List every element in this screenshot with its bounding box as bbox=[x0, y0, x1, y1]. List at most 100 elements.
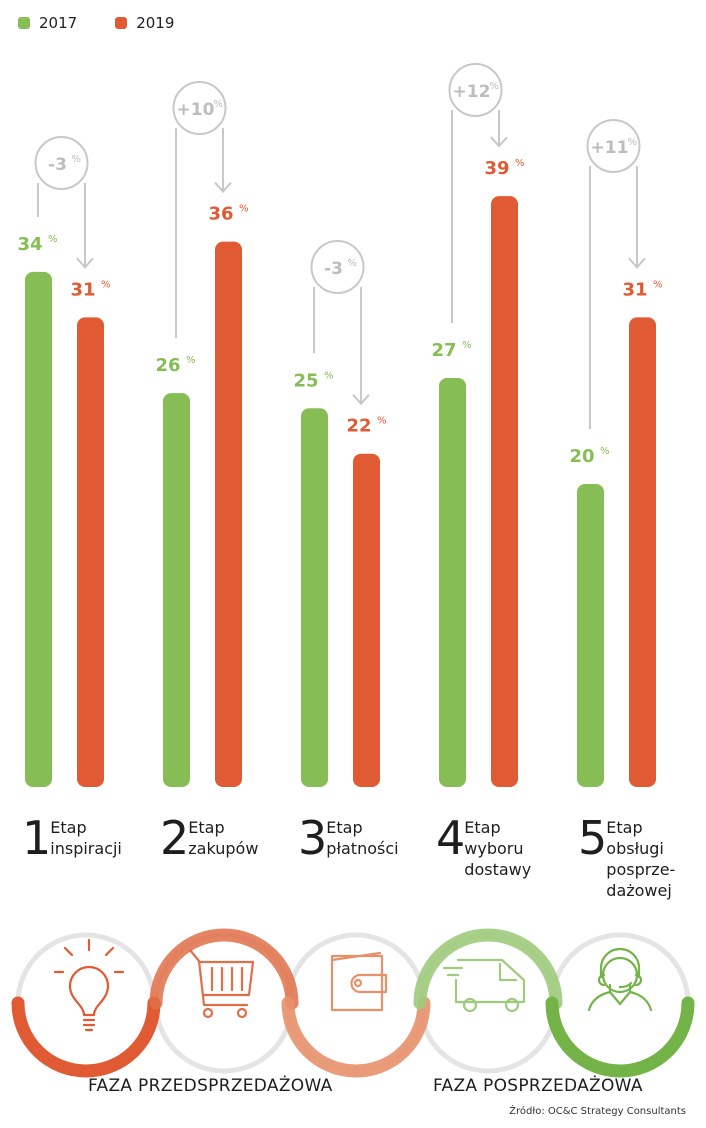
stage-text: Etap zakupów bbox=[188, 818, 259, 858]
percent-sign: % bbox=[48, 234, 58, 245]
phase-pre-sale-label: FAZA PRZEDSPRZEDAŻOWA bbox=[88, 1076, 333, 1096]
stage-label-5: 5 Etap obsługi posprze- dażowej bbox=[578, 815, 675, 901]
percent-sign: % bbox=[324, 370, 334, 381]
bar-group: 34 % 31 % -3% bbox=[17, 136, 111, 787]
change-circle bbox=[34, 136, 89, 190]
percent-sign: % bbox=[515, 158, 525, 169]
bar-2019 bbox=[629, 317, 656, 787]
legend-label-2019: 2019 bbox=[136, 14, 175, 32]
headset bbox=[597, 947, 643, 989]
percent-sign: % bbox=[628, 137, 638, 148]
stage-number: 5 bbox=[578, 811, 607, 865]
delivery-van-icon bbox=[442, 958, 526, 1013]
bar-2019 bbox=[215, 241, 242, 788]
value-label-2019: 31 bbox=[622, 279, 647, 300]
cart-wheel bbox=[202, 1007, 214, 1019]
wave-segment-3 bbox=[281, 996, 431, 1078]
legend-swatch-2017 bbox=[18, 17, 30, 29]
wave-segment-4 bbox=[413, 928, 563, 1010]
stage-number: 3 bbox=[298, 811, 327, 865]
value-label-2019: 22 bbox=[346, 416, 371, 437]
bar-2017 bbox=[577, 484, 604, 787]
percent-sign: % bbox=[101, 279, 111, 290]
arrow-head-icon bbox=[490, 136, 508, 148]
arrow-head-icon bbox=[352, 394, 370, 406]
van-wheel bbox=[462, 997, 478, 1013]
value-label-2017: 34 bbox=[17, 234, 42, 255]
stage-number: 4 bbox=[436, 811, 465, 865]
speed-lines bbox=[442, 966, 464, 977]
shopping-cart-icon bbox=[188, 948, 255, 1019]
change-label: +10 bbox=[177, 100, 215, 120]
change-label: +12 bbox=[453, 82, 491, 102]
source-note: Źródło: OC&C Strategy Consultants bbox=[509, 1106, 686, 1117]
bar-2019 bbox=[491, 196, 518, 787]
van-body bbox=[454, 958, 526, 1004]
value-label-2017: 25 bbox=[293, 370, 318, 391]
percent-sign: % bbox=[214, 99, 224, 110]
agent-shoulders bbox=[587, 983, 653, 1012]
bar-group: 25 % 22 % -3% bbox=[293, 240, 387, 787]
arrow-head-icon bbox=[628, 257, 646, 269]
percent-sign: % bbox=[377, 416, 387, 427]
van-window bbox=[498, 962, 518, 982]
cart-wheel bbox=[236, 1007, 248, 1019]
stage-text: Etap obsługi posprze- dażowej bbox=[606, 818, 676, 900]
wallet-body bbox=[330, 951, 384, 1012]
wallet-button bbox=[353, 978, 363, 988]
value-label-2017: 26 bbox=[155, 355, 180, 376]
percent-sign: % bbox=[239, 204, 249, 215]
bar-2017 bbox=[301, 408, 328, 787]
bulb-glass bbox=[68, 965, 110, 1017]
bar-2019 bbox=[353, 453, 380, 787]
percent-sign: % bbox=[186, 355, 196, 366]
legend: 2017 2019 bbox=[18, 14, 204, 32]
cart-body bbox=[188, 948, 255, 1007]
wallet-clasp bbox=[350, 973, 388, 994]
stage-text: Etap płatności bbox=[326, 818, 399, 858]
arrow-head-icon bbox=[214, 181, 232, 194]
stage-text: Etap inspiracji bbox=[50, 818, 122, 858]
value-label-2019: 39 bbox=[484, 158, 509, 179]
wallet-icon bbox=[330, 951, 388, 1012]
value-label-2019: 31 bbox=[70, 279, 95, 300]
value-label-2019: 36 bbox=[208, 204, 233, 225]
stage-label-2: 2 Etap zakupów bbox=[160, 815, 258, 861]
change-label: -3 bbox=[48, 155, 67, 175]
legend-item-2019: 2019 bbox=[115, 14, 174, 32]
bar-group: 20 %31 %+11% bbox=[569, 119, 663, 787]
arrow-head-icon bbox=[76, 257, 94, 269]
stage-label-4: 4 Etap wyboru dostawy bbox=[436, 815, 531, 880]
cart-bars bbox=[210, 966, 244, 992]
stage-label-3: 3 Etap płatności bbox=[298, 815, 399, 861]
stage-text: Etap wyboru dostawy bbox=[464, 818, 532, 879]
stage-number: 1 bbox=[22, 811, 51, 865]
wave-segment-2 bbox=[149, 928, 299, 1010]
percent-sign: % bbox=[348, 258, 358, 269]
change-circle bbox=[586, 119, 641, 173]
change-circle bbox=[448, 63, 503, 117]
lightbulb-icon bbox=[53, 938, 125, 1032]
bar-2019 bbox=[77, 317, 104, 787]
wave-segment-1 bbox=[11, 996, 161, 1078]
percent-sign: % bbox=[490, 81, 500, 92]
change-label: -3 bbox=[324, 259, 343, 279]
bar-2017 bbox=[163, 393, 190, 787]
phase-post-sale-label: FAZA POSPRZEDAŻOWA bbox=[433, 1076, 643, 1096]
bulb-base bbox=[82, 1018, 96, 1032]
van-wheel bbox=[504, 997, 520, 1013]
change-circle bbox=[172, 81, 227, 135]
change-circle bbox=[310, 240, 365, 294]
percent-sign: % bbox=[600, 446, 610, 457]
change-label: +11 bbox=[591, 138, 629, 158]
legend-swatch-2019 bbox=[115, 17, 128, 29]
percent-sign: % bbox=[462, 340, 472, 351]
wave-segment-5 bbox=[545, 996, 695, 1078]
bar-2017 bbox=[25, 271, 52, 787]
bulb-rays bbox=[53, 938, 125, 974]
percent-sign: % bbox=[72, 154, 82, 165]
legend-label-2017: 2017 bbox=[39, 14, 78, 32]
bar-2017 bbox=[439, 377, 466, 787]
value-label-2017: 20 bbox=[569, 446, 594, 467]
